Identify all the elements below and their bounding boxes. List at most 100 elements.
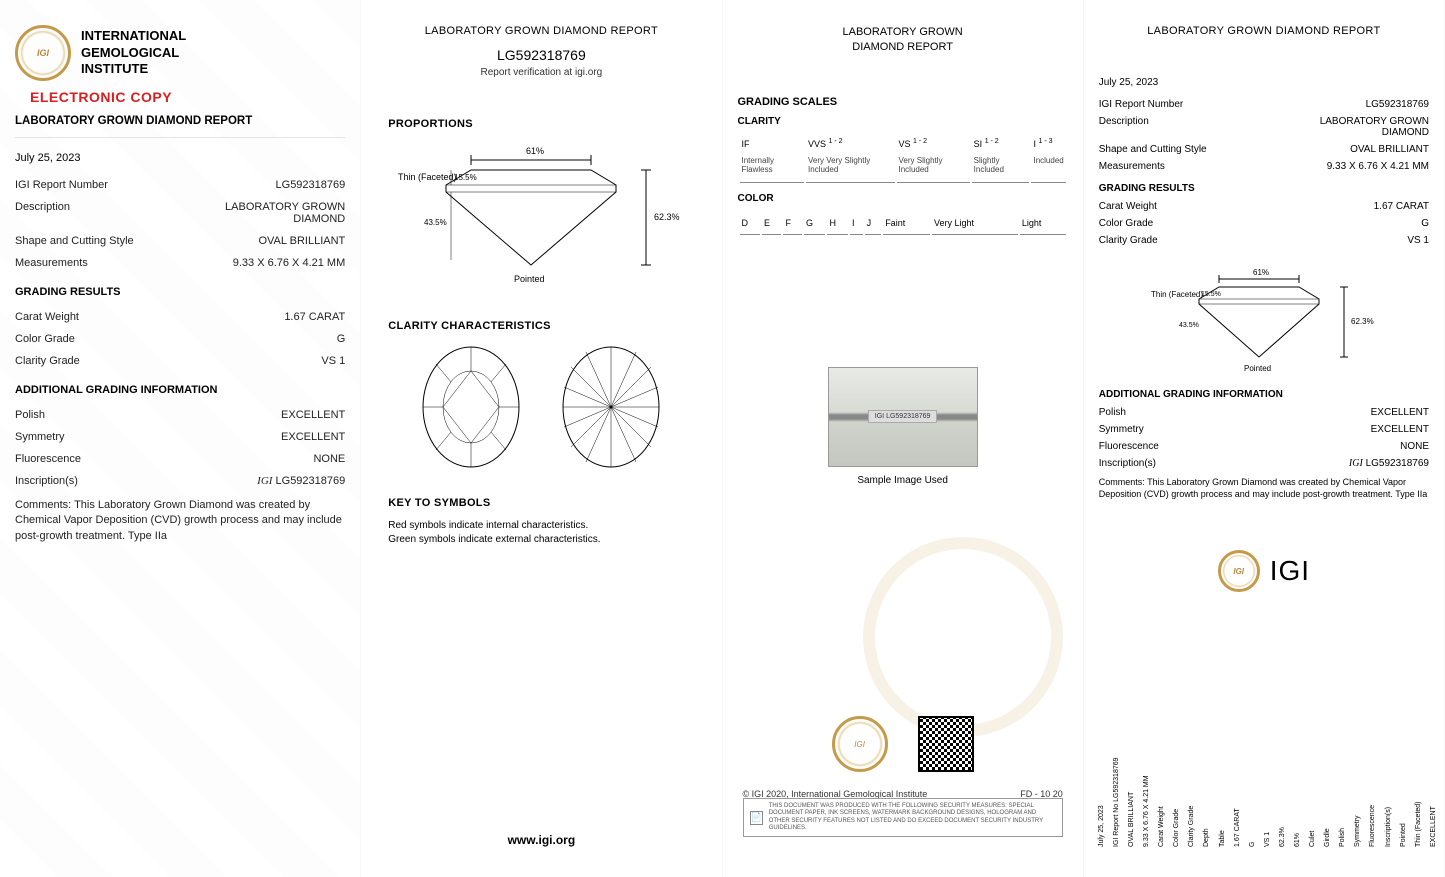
row-description: Description LABORATORY GROWN DIAMOND bbox=[15, 196, 345, 230]
svg-text:Pointed: Pointed bbox=[514, 274, 545, 284]
diamond-profile-icon: 61% Thin (Faceted) 15.5% 43.5% 62.3% Poi… bbox=[396, 140, 686, 290]
p3-title-l2: DIAMOND REPORT bbox=[738, 40, 1068, 55]
clarity-scale-label: CLARITY bbox=[738, 116, 1068, 127]
value-report-number: LG592318769 bbox=[276, 179, 346, 191]
logo-header: IGI INTERNATIONAL GEMOLOGICAL INSTITUTE bbox=[15, 25, 345, 81]
clarity-desc-4: Included bbox=[1031, 154, 1065, 183]
label-inscription: Inscription(s) bbox=[15, 475, 78, 487]
rot-depth: 62.3% bbox=[1275, 717, 1290, 847]
label-fluorescence: Fluorescence bbox=[15, 453, 81, 465]
label-clarity: Clarity Grade bbox=[15, 355, 80, 367]
row-measurements: Measurements 9.33 X 6.76 X 4.21 MM bbox=[15, 252, 345, 274]
sample-caption: Sample Image Used bbox=[738, 475, 1068, 486]
igi-seal-icon: IGI bbox=[15, 25, 71, 81]
p4-val-shape: OVAL BRILLIANT bbox=[1350, 144, 1429, 155]
sample-image: IGI LG592318769 bbox=[828, 367, 978, 467]
value-description: LABORATORY GROWN DIAMOND bbox=[185, 201, 345, 225]
key-heading: KEY TO SYMBOLS bbox=[388, 497, 706, 509]
report-heading: LABORATORY GROWN DIAMOND REPORT bbox=[15, 115, 345, 127]
color-i: I bbox=[850, 212, 863, 235]
svg-text:61%: 61% bbox=[1253, 268, 1269, 277]
p4-val-carat: 1.67 CARAT bbox=[1374, 201, 1429, 212]
label-carat: Carat Weight bbox=[15, 311, 79, 323]
clarity-desc-0: Internally Flawless bbox=[740, 154, 805, 183]
rotated-summary: July 25, 2023 IGI Report No LG592318769 … bbox=[1094, 717, 1434, 847]
color-f: F bbox=[783, 212, 802, 235]
additional-heading: ADDITIONAL GRADING INFORMATION bbox=[15, 384, 345, 396]
clarity-scale-table: IF VVS 1 - 2 VS 1 - 2 SI 1 - 2 I 1 - 3 I… bbox=[738, 133, 1068, 185]
row-inscription: Inscription(s) IGI LG592318769 bbox=[15, 470, 345, 492]
clarity-char-heading: CLARITY CHARACTERISTICS bbox=[388, 320, 706, 332]
label-description: Description bbox=[15, 201, 70, 225]
label-shape: Shape and Cutting Style bbox=[15, 235, 134, 247]
electronic-copy-label: ELECTRONIC COPY bbox=[30, 89, 345, 105]
grading-results-heading: GRADING RESULTS bbox=[15, 286, 345, 298]
rot-girdle-label: Girdle bbox=[1320, 717, 1335, 847]
report-date: July 25, 2023 bbox=[15, 144, 345, 174]
p4-label-sym: Symmetry bbox=[1099, 424, 1144, 435]
rot-sym-label: Symmetry bbox=[1350, 717, 1365, 847]
svg-text:61%: 61% bbox=[526, 146, 544, 156]
p4-val-fluor: NONE bbox=[1400, 441, 1429, 452]
qr-code-icon bbox=[918, 716, 974, 772]
color-j: J bbox=[865, 212, 882, 235]
row-clarity: Clarity Grade VS 1 bbox=[15, 350, 345, 372]
rot-culet-label: Culet bbox=[1305, 717, 1320, 847]
value-measurements: 9.33 X 6.76 X 4.21 MM bbox=[233, 257, 346, 269]
rot-date: July 25, 2023 bbox=[1094, 717, 1109, 847]
qr-seal-row: IGI bbox=[723, 716, 1083, 772]
value-shape: OVAL BRILLIANT bbox=[258, 235, 345, 247]
color-e: E bbox=[762, 212, 782, 235]
p4-label-insc: Inscription(s) bbox=[1099, 458, 1156, 469]
label-color: Color Grade bbox=[15, 333, 75, 345]
p4-row-color: Color GradeG bbox=[1099, 215, 1429, 232]
clarity-diagrams bbox=[376, 342, 706, 472]
p4-date: July 25, 2023 bbox=[1099, 77, 1429, 88]
rot-polish: EXCELLENT bbox=[1426, 717, 1441, 847]
p2-heading: LABORATORY GROWN DIAMOND REPORT bbox=[376, 25, 706, 37]
svg-text:15.5%: 15.5% bbox=[1201, 291, 1221, 298]
value-carat: 1.67 CARAT bbox=[284, 311, 345, 323]
value-fluorescence: NONE bbox=[313, 453, 345, 465]
label-symmetry: Symmetry bbox=[15, 431, 65, 443]
label-report-number: IGI Report Number bbox=[15, 179, 108, 191]
svg-text:62.3%: 62.3% bbox=[654, 212, 680, 222]
panel-1-report-details: IGI INTERNATIONAL GEMOLOGICAL INSTITUTE … bbox=[0, 0, 361, 877]
oval-top-icon bbox=[416, 342, 526, 472]
rot-shape: OVAL BRILLIANT bbox=[1124, 717, 1139, 847]
p3-title: LABORATORY GROWN DIAMOND REPORT bbox=[738, 25, 1068, 56]
rot-culet: Pointed bbox=[1396, 717, 1411, 847]
p4-val-polish: EXCELLENT bbox=[1371, 407, 1429, 418]
p4-val-sym: EXCELLENT bbox=[1371, 424, 1429, 435]
rot-color: G bbox=[1245, 717, 1260, 847]
p4-label-clarity: Clarity Grade bbox=[1099, 235, 1158, 246]
p4-row-sym: Symmetry EXCELLENT bbox=[1099, 421, 1429, 438]
p4-val-number: LG592318769 bbox=[1366, 99, 1429, 110]
label-measurements: Measurements bbox=[15, 257, 88, 269]
p4-row-insc: Inscription(s)IGI LG592318769 bbox=[1099, 455, 1429, 472]
svg-text:Thin (Faceted): Thin (Faceted) bbox=[398, 172, 457, 182]
p4-label-color: Color Grade bbox=[1099, 218, 1153, 229]
p4-row-number: IGI Report Number LG592318769 bbox=[1099, 96, 1429, 113]
proportions-heading: PROPORTIONS bbox=[388, 118, 706, 130]
p4-row-fluor: FluorescenceNONE bbox=[1099, 438, 1429, 455]
row-polish: Polish EXCELLENT bbox=[15, 404, 345, 426]
p3-title-l1: LABORATORY GROWN bbox=[738, 25, 1068, 40]
rot-meas: 9.33 X 6.76 X 4.21 MM bbox=[1139, 717, 1154, 847]
clarity-desc-row: Internally Flawless Very Very Slightly I… bbox=[740, 154, 1066, 183]
svg-text:15.5%: 15.5% bbox=[454, 173, 477, 182]
clarity-codes-row: IF VVS 1 - 2 VS 1 - 2 SI 1 - 2 I 1 - 3 bbox=[740, 135, 1066, 152]
p4-label-number: IGI Report Number bbox=[1099, 99, 1183, 110]
key-line2: Green symbols indicate external characte… bbox=[388, 533, 706, 547]
rot-table: 61% bbox=[1290, 717, 1305, 847]
svg-text:43.5%: 43.5% bbox=[424, 218, 447, 227]
color-h: H bbox=[827, 212, 847, 235]
disclaimer-text: THIS DOCUMENT WAS PRODUCED WITH THE FOLL… bbox=[769, 803, 1056, 832]
value-symmetry: EXCELLENT bbox=[281, 431, 345, 443]
svg-text:62.3%: 62.3% bbox=[1351, 317, 1374, 326]
svg-text:Pointed: Pointed bbox=[1244, 364, 1271, 373]
color-verylight: Very Light bbox=[932, 212, 1018, 235]
rot-fluor-label: Fluorescence bbox=[1365, 717, 1380, 847]
igi-logo-row: IGI IGI bbox=[1099, 550, 1429, 592]
p4-val-clarity: VS 1 bbox=[1407, 235, 1429, 246]
